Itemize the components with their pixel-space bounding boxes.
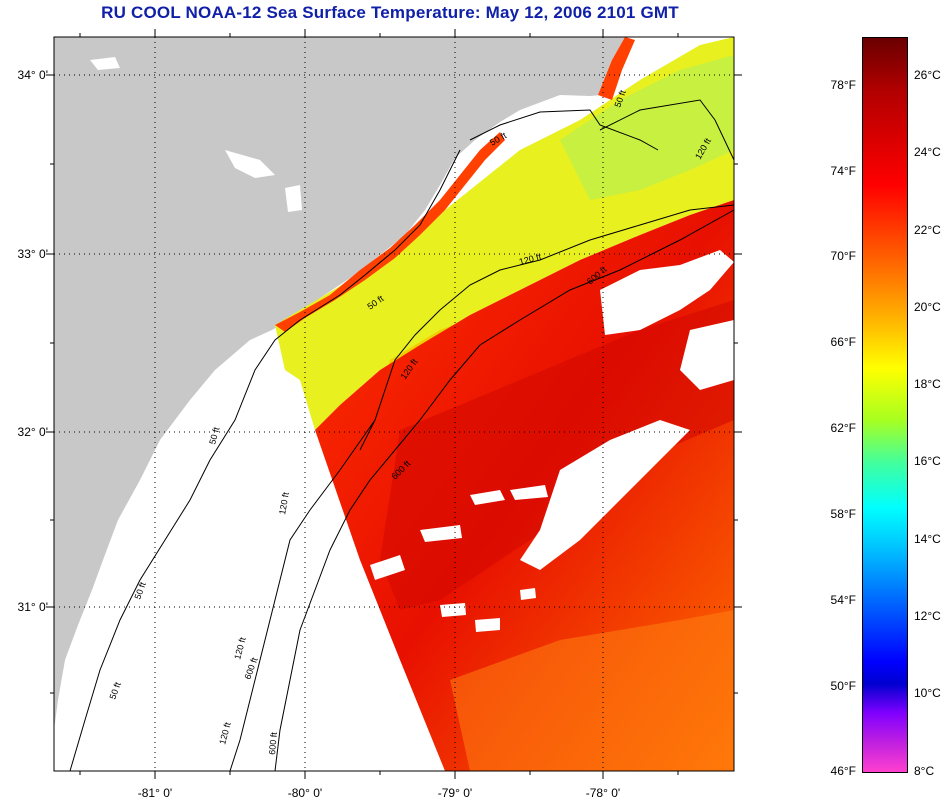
celsius-tick: 8°C — [914, 764, 935, 778]
fahrenheit-tick: 58°F — [830, 507, 856, 521]
lon-label-81: -81° 0' — [137, 786, 173, 800]
isobath-label: 120 ft — [277, 491, 291, 515]
temperature-colorbar — [862, 37, 908, 773]
lat-label-31: 31° 0' — [17, 600, 48, 614]
fahrenheit-tick: 66°F — [830, 335, 856, 349]
lat-label-33: 33° 0' — [17, 247, 48, 261]
fahrenheit-tick: 46°F — [830, 764, 856, 778]
lon-label-79: -79° 0' — [437, 786, 473, 800]
isobath-50ft — [69, 109, 659, 772]
fahrenheit-tick: 50°F — [830, 679, 856, 693]
celsius-tick: 12°C — [914, 609, 941, 623]
land-mass — [54, 37, 625, 730]
lon-label-78: -78° 0' — [585, 786, 621, 800]
celsius-tick: 20°C — [914, 300, 941, 314]
fahrenheit-tick: 74°F — [830, 164, 856, 178]
fahrenheit-tick: 62°F — [830, 421, 856, 435]
isobath-label: 50 ft — [207, 426, 221, 446]
celsius-tick: 22°C — [914, 223, 941, 237]
isobath-600ft — [274, 209, 735, 772]
map-title: RU COOL NOAA-12 Sea Surface Temperature:… — [101, 3, 679, 22]
isobath-120ft — [229, 99, 735, 772]
fahrenheit-tick: 54°F — [830, 593, 856, 607]
lon-label-80: -80° 0' — [287, 786, 323, 800]
lat-label-32: 32° 0' — [17, 425, 48, 439]
celsius-tick: 16°C — [914, 454, 941, 468]
celsius-tick: 10°C — [914, 686, 941, 700]
celsius-tick: 14°C — [914, 532, 941, 546]
celsius-tick: 18°C — [914, 377, 941, 391]
celsius-tick: 26°C — [914, 68, 941, 82]
celsius-tick: 24°C — [914, 145, 941, 159]
isobath-label: 600 ft — [267, 731, 279, 755]
fahrenheit-tick: 70°F — [830, 249, 856, 263]
fahrenheit-tick: 78°F — [830, 78, 856, 92]
lat-label-34: 34° 0' — [17, 68, 48, 82]
